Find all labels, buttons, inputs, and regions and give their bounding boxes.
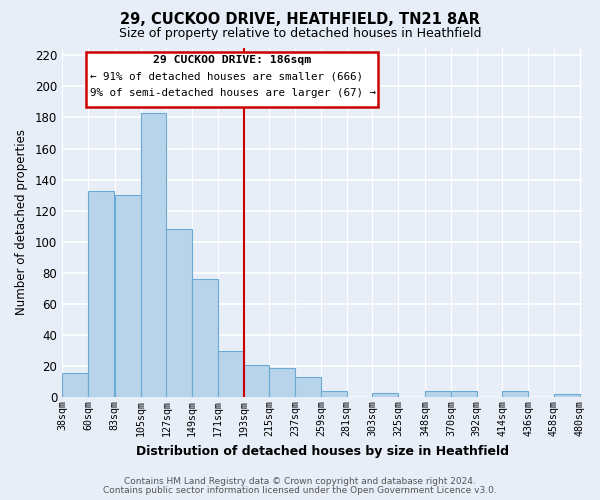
Bar: [373, 392, 398, 398]
Text: 29 CUCKOO DRIVE: 186sqm: 29 CUCKOO DRIVE: 186sqm: [153, 56, 311, 66]
Text: Contains HM Land Registry data © Crown copyright and database right 2024.: Contains HM Land Registry data © Crown c…: [124, 477, 476, 486]
Bar: [295, 377, 321, 398]
Bar: [166, 230, 192, 398]
Text: 29, CUCKOO DRIVE, HEATHFIELD, TN21 8AR: 29, CUCKOO DRIVE, HEATHFIELD, TN21 8AR: [120, 12, 480, 28]
Bar: [115, 195, 140, 398]
Text: ← 91% of detached houses are smaller (666): ← 91% of detached houses are smaller (66…: [90, 72, 363, 82]
Bar: [425, 391, 451, 398]
Bar: [451, 391, 477, 398]
Bar: [554, 394, 580, 398]
Bar: [88, 190, 114, 398]
Bar: [269, 368, 295, 398]
Bar: [244, 364, 269, 398]
Bar: [192, 279, 218, 398]
Text: Contains public sector information licensed under the Open Government Licence v3: Contains public sector information licen…: [103, 486, 497, 495]
Y-axis label: Number of detached properties: Number of detached properties: [15, 130, 28, 316]
X-axis label: Distribution of detached houses by size in Heathfield: Distribution of detached houses by size …: [136, 444, 509, 458]
Text: Size of property relative to detached houses in Heathfield: Size of property relative to detached ho…: [119, 28, 481, 40]
Bar: [321, 391, 347, 398]
FancyBboxPatch shape: [86, 52, 379, 106]
Bar: [62, 372, 88, 398]
Bar: [140, 113, 166, 398]
Bar: [502, 391, 528, 398]
Bar: [218, 350, 244, 398]
Text: 9% of semi-detached houses are larger (67) →: 9% of semi-detached houses are larger (6…: [90, 88, 376, 98]
